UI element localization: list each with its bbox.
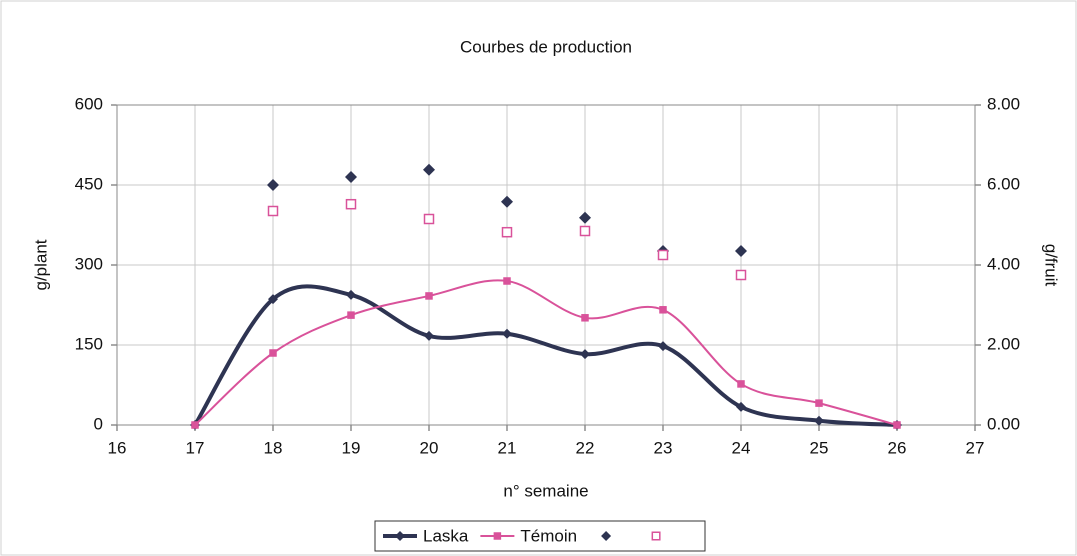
data-point [347,311,355,319]
legend-marker [395,531,405,541]
data-point [191,421,199,429]
y2-tick-label: 4.00 [987,254,1020,273]
x-tick-label: 23 [654,438,673,457]
x-tick-label: 26 [888,438,907,457]
x-tick-label: 25 [810,438,829,457]
plot-frame [116,104,976,426]
data-point [579,225,591,237]
x-tick-label: 22 [576,438,595,457]
legend-marker [651,531,661,541]
y-tick-label: 150 [75,334,103,353]
data-point [579,211,591,224]
y2-tick-label: 2.00 [987,334,1020,353]
y-tick-label: 300 [75,254,103,273]
x-tick-label: 16 [108,438,127,457]
data-point [736,401,746,412]
y-tick-label: 450 [75,174,103,193]
data-point [425,292,433,300]
data-point [423,213,435,225]
x-tick-label: 19 [342,438,361,457]
legend-box [374,520,706,552]
legend-marker [493,532,502,540]
data-point [502,328,512,339]
data-point [345,171,357,183]
data-point [424,330,434,341]
y2-axis-label: g/fruit [1042,244,1061,287]
chart-title: Courbes de production [460,37,632,56]
x-tick-label: 27 [966,438,985,457]
y2-tick-label: 0.00 [987,414,1020,433]
legend-label: Témoin [520,526,577,545]
data-point [580,349,590,360]
data-point [893,421,901,429]
y-axis-label: g/plant [31,239,50,290]
data-point [581,314,589,322]
x-tick-label: 24 [732,438,751,457]
data-point [501,226,513,238]
x-axis-label: n° semaine [503,481,588,500]
data-point [267,179,279,191]
y-tick-label: 600 [75,94,103,113]
data-point [269,349,277,357]
series-line [194,279,898,426]
data-point [503,277,511,285]
series-line [193,284,898,427]
data-point [737,380,745,388]
data-point [346,289,356,300]
data-point [267,205,279,217]
x-tick-label: 21 [498,438,517,457]
x-tick-label: 20 [420,438,439,457]
data-point [501,195,513,208]
data-point [268,294,278,305]
data-point [423,163,435,176]
data-point [657,249,669,261]
x-tick-label: 18 [264,438,283,457]
legend-marker [601,531,612,541]
legend-label: Laska [423,526,469,545]
x-tick-label: 17 [186,438,205,457]
data-point [735,269,747,281]
data-point [814,415,824,426]
y-tick-label: 0 [94,414,103,433]
data-point [658,341,668,352]
y2-tick-label: 6.00 [987,174,1020,193]
data-point [345,198,357,210]
y2-tick-label: 8.00 [987,94,1020,113]
data-point [815,399,823,407]
data-point [735,245,747,257]
data-point [659,306,667,314]
